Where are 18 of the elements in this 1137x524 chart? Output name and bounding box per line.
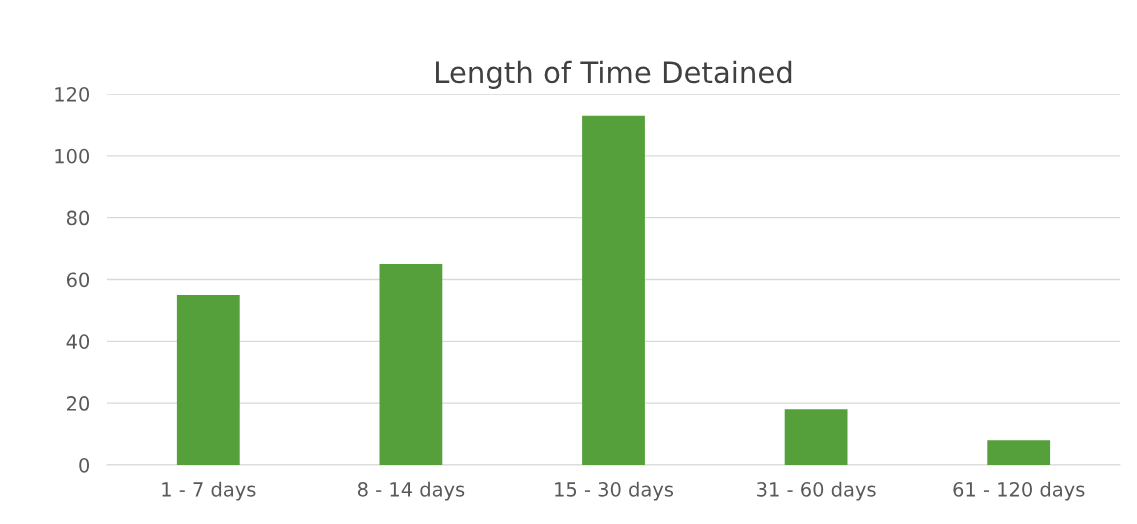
y-tick-label: 60	[66, 272, 90, 288]
x-tick-label: 8 - 14 days	[357, 481, 465, 501]
chart-title: Length of Time Detained	[436, 60, 792, 89]
x-tick-label: 31 - 60 days	[757, 481, 876, 501]
x-tick-label: 15 - 30 days	[555, 481, 674, 501]
bar	[176, 294, 240, 465]
y-tick-label: 100	[55, 148, 90, 164]
y-tick-label: 0	[79, 457, 90, 473]
bar	[582, 115, 645, 465]
y-tick-label: 40	[66, 334, 90, 349]
bar	[987, 440, 1051, 465]
y-tick-label: 80	[66, 210, 90, 226]
bar	[784, 409, 848, 465]
x-tick-label: 1 - 7 days	[162, 481, 256, 501]
x-tick-label: 61 - 120 days	[953, 481, 1085, 501]
y-tick-label: 20	[67, 396, 90, 411]
y-tick-label: 120	[55, 86, 90, 102]
bar	[379, 264, 443, 465]
